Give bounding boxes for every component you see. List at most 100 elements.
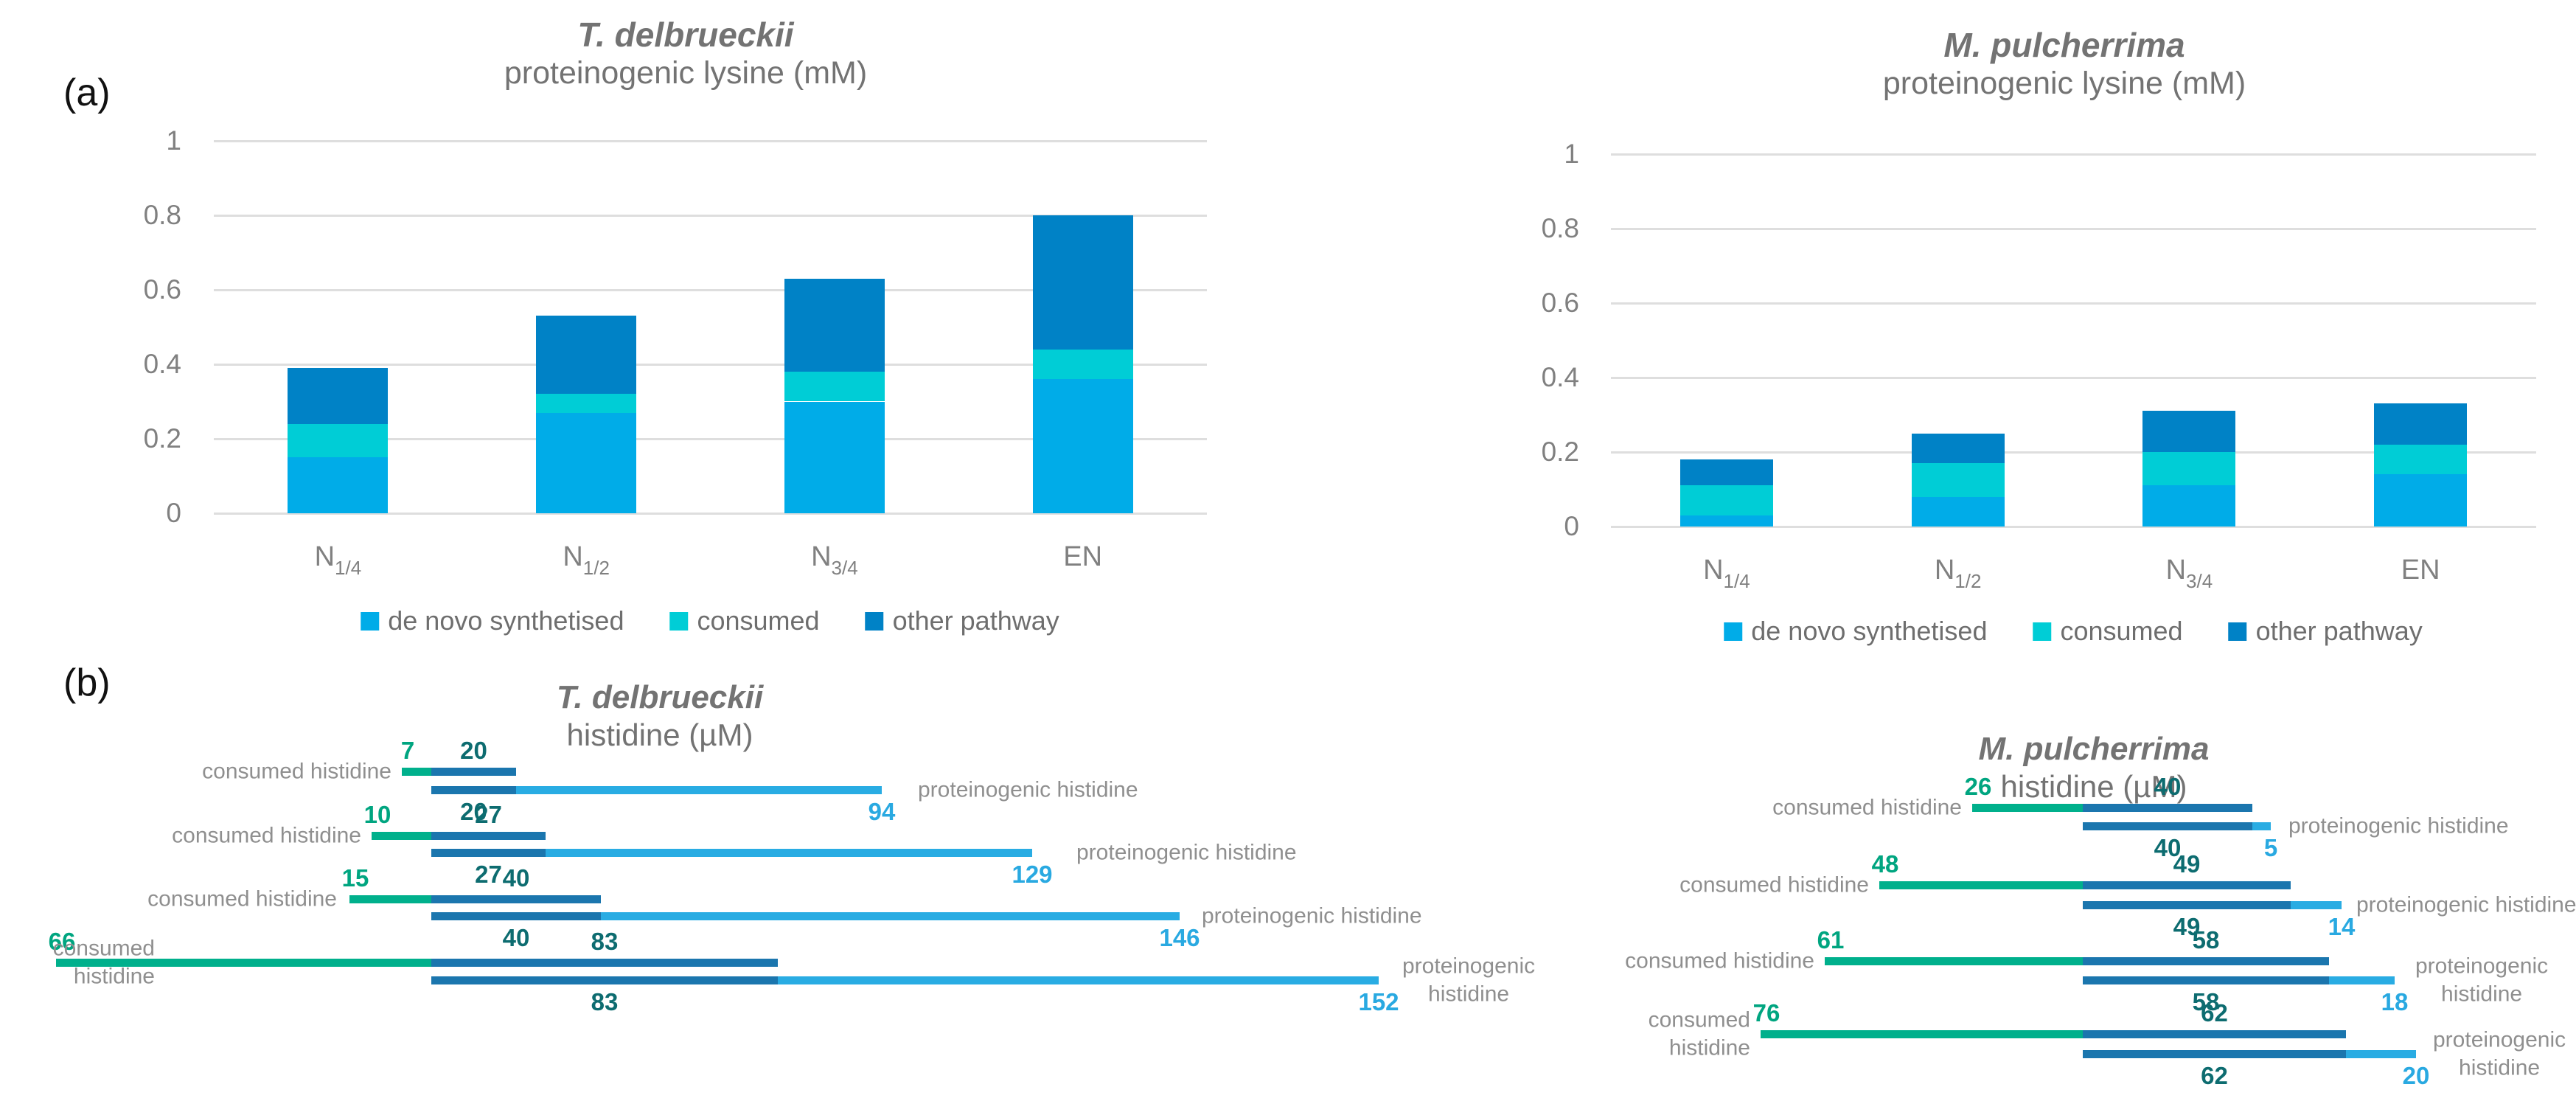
bar-segment-consumed xyxy=(1032,349,1133,380)
proteinogenic-bar-dark xyxy=(2083,901,2291,909)
consumed-bar-dark xyxy=(431,832,546,840)
measure-name: histidine (µM) xyxy=(566,717,753,752)
bar-segment-consumed xyxy=(288,423,389,458)
label-line: proteinogenic histidine xyxy=(1076,840,1297,865)
value-label-proteinogenic: 152 xyxy=(1358,988,1399,1015)
x-category-label: N3/4 xyxy=(2166,555,2213,592)
x-category-label: N1/2 xyxy=(563,541,610,579)
consumed-bar-dark xyxy=(2083,881,2291,889)
bar-segment-de_novo xyxy=(784,401,885,513)
bar-segment-consumed xyxy=(536,394,637,413)
category-subscript: 3/4 xyxy=(2186,570,2213,592)
consumed-histidine-label: consumed histidine xyxy=(1772,793,1962,822)
value-label-consumed: 26 xyxy=(1964,773,1992,800)
gridline xyxy=(214,289,1207,291)
label-line: consumed xyxy=(52,936,155,961)
bar-segment-de_novo xyxy=(288,457,389,513)
category-base: EN xyxy=(2401,555,2440,586)
proteinogenic-bar-light xyxy=(2329,976,2395,984)
gridline xyxy=(214,140,1207,142)
category-base: N xyxy=(1934,555,1955,586)
panel-b-label: (b) xyxy=(63,661,111,704)
y-tick-label: 0 xyxy=(166,498,181,528)
proteinogenic-histidine-label: proteinogenic histidine xyxy=(1076,838,1297,866)
proteinogenic-bar-dark xyxy=(2083,1050,2346,1058)
label-line: proteinogenic xyxy=(2415,954,2549,979)
consumed-histidine-label: consumed histidine xyxy=(1679,871,1869,899)
value-label-from-consumed-bottom: 58 xyxy=(2192,988,2220,1015)
value-label-proteinogenic: 146 xyxy=(1159,924,1200,951)
legend-swatch-other xyxy=(865,611,884,631)
value-label-proteinogenic: 94 xyxy=(868,798,896,825)
proteinogenic-bar-light xyxy=(778,976,1379,984)
value-label-from-consumed-top: 49 xyxy=(2173,850,2201,878)
proteinogenic-bar-dark xyxy=(431,976,778,984)
value-label-from-consumed-bottom: 40 xyxy=(2154,834,2182,861)
consumed-histidine-label: consumed histidine xyxy=(172,822,361,850)
bar-segment-consumed xyxy=(2374,444,2468,475)
value-label-from-consumed-bottom: 20 xyxy=(460,798,487,825)
legend-label: other pathway xyxy=(2255,616,2423,646)
x-category-label: EN xyxy=(1063,541,1102,573)
consumed-bar-green xyxy=(1972,804,2083,812)
label-line: histidine xyxy=(2459,1055,2541,1080)
chart-title-mp-lysine: M. pulcherrima proteinogenic lysine (mM) xyxy=(1883,25,2246,103)
y-tick-label: 0 xyxy=(1564,511,1579,541)
proteinogenic-bar-dark xyxy=(431,912,601,920)
consumed-bar-green xyxy=(372,832,431,840)
legend-label: consumed xyxy=(2060,616,2183,646)
chart-title-mp-histidine: M. pulcherrima histidine (µM) xyxy=(1979,730,2210,805)
x-category-label: N3/4 xyxy=(811,541,858,579)
legend-label: de novo synthetised xyxy=(388,605,624,636)
bar-segment-other xyxy=(1911,433,2005,464)
value-label-proteinogenic: 20 xyxy=(2402,1062,2430,1089)
category-subscript: 1/4 xyxy=(335,557,362,579)
label-line: proteinogenic histidine xyxy=(918,777,1138,802)
value-label-from-consumed-top: 58 xyxy=(2192,926,2220,954)
value-label-from-consumed-top: 83 xyxy=(591,928,619,955)
y-tick-label: 0.6 xyxy=(1541,288,1579,318)
proteinogenic-bar-dark xyxy=(431,849,546,857)
bar-segment-other xyxy=(1032,215,1133,350)
label-line: proteinogenic histidine xyxy=(2288,813,2509,838)
gridline xyxy=(1611,526,2536,528)
bar-segment-other xyxy=(2374,403,2468,445)
bar-segment-other xyxy=(288,368,389,424)
proteinogenic-histidine-label: proteinogenic histidine xyxy=(2415,953,2548,1008)
gridline xyxy=(214,438,1207,440)
value-label-from-consumed-top: 20 xyxy=(460,737,487,764)
value-label-from-consumed-top: 40 xyxy=(2154,773,2182,800)
value-label-consumed: 15 xyxy=(341,864,369,892)
category-subscript: 3/4 xyxy=(831,557,858,579)
consumed-histidine-label: consumed histidine xyxy=(53,935,155,990)
legend-item: consumed xyxy=(2033,616,2183,647)
proteinogenic-bar-light xyxy=(2346,1050,2416,1058)
legend: de novo synthetised consumed other pathway xyxy=(1724,616,2423,647)
consumed-bar-dark xyxy=(2083,1030,2346,1038)
bar-segment-other xyxy=(2142,411,2236,452)
value-label-consumed: 7 xyxy=(400,737,415,764)
legend-swatch-other xyxy=(2228,622,2247,641)
legend-item: other pathway xyxy=(2228,616,2423,647)
bar-segment-consumed xyxy=(1911,463,2005,497)
y-tick-label: 0.2 xyxy=(1541,437,1579,467)
bar-segment-consumed xyxy=(1679,485,1773,515)
bar-segment-other xyxy=(784,278,885,372)
legend-item: de novo synthetised xyxy=(361,605,624,636)
value-label-proteinogenic: 129 xyxy=(1012,861,1053,888)
proteinogenic-histidine-label: proteinogenic histidine xyxy=(1202,902,1422,930)
bar-segment-other xyxy=(1679,459,1773,486)
legend-item: de novo synthetised xyxy=(1724,616,1987,647)
label-line: proteinogenic xyxy=(1402,954,1536,979)
label-line: consumed histidine xyxy=(172,823,361,848)
legend-label: consumed xyxy=(697,605,820,636)
proteinogenic-bar-dark xyxy=(2083,976,2329,984)
bar-segment-consumed xyxy=(2142,452,2236,486)
value-label-consumed: 66 xyxy=(48,928,76,955)
consumed-bar-green xyxy=(1825,957,2083,965)
bar-segment-consumed xyxy=(784,372,885,402)
category-subscript: 1/4 xyxy=(1723,570,1750,592)
species-name: T. delbrueckii xyxy=(577,15,794,54)
value-label-from-consumed-top: 62 xyxy=(2201,999,2228,1027)
value-label-from-consumed-bottom: 40 xyxy=(502,924,530,951)
